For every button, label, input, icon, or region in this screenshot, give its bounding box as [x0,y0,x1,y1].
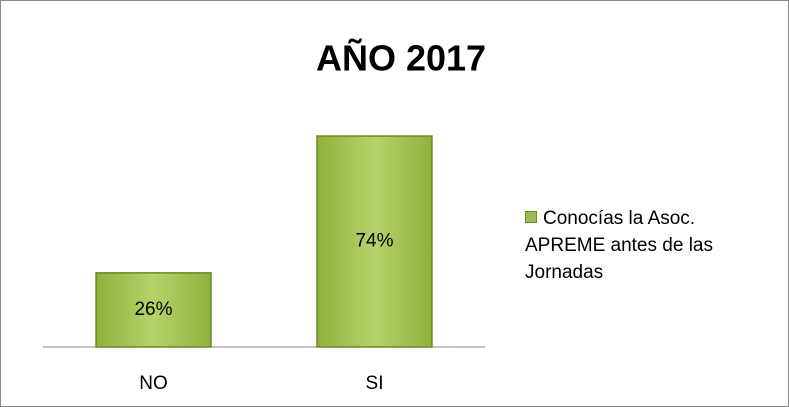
legend: Conocías la Asoc. APREME antes de las Jo… [525,205,775,286]
x-tick-label: SI [366,373,384,394]
data-label: 74% [355,231,393,252]
chart-title: AÑO 2017 [316,37,486,79]
bar [95,272,212,348]
bar [316,135,433,348]
legend-label: Conocías la Asoc. APREME antes de las Jo… [525,208,713,283]
x-tick-label: NO [139,373,168,394]
data-label: 26% [134,299,172,320]
legend-key [525,211,537,223]
